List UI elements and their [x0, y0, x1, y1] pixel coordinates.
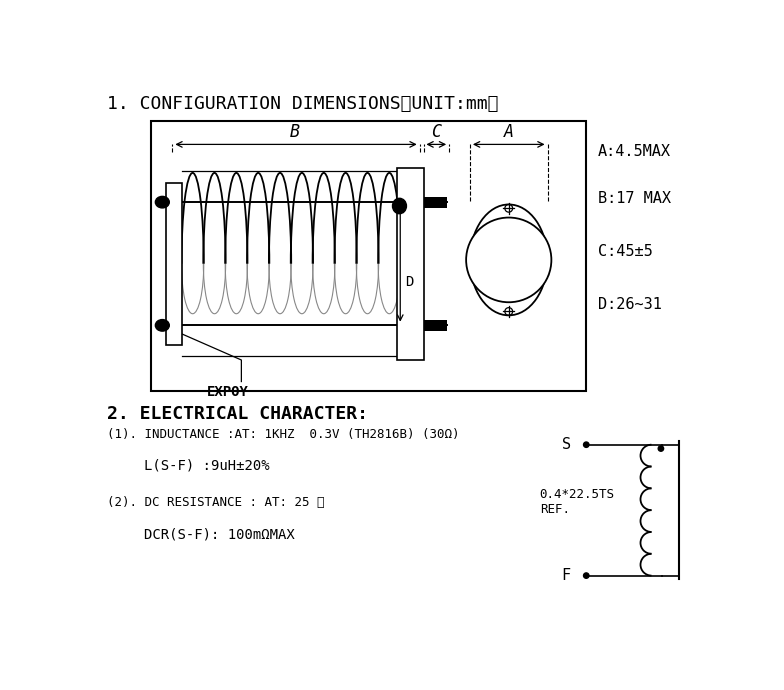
Text: 2. ELECTRICAL CHARACTER:: 2. ELECTRICAL CHARACTER: [107, 404, 368, 423]
Ellipse shape [393, 198, 406, 214]
Bar [166, 183, 182, 344]
Ellipse shape [466, 217, 551, 302]
Text: L(S-F) :9uH±20%: L(S-F) :9uH±20% [144, 459, 270, 473]
Text: (2). DC RESISTANCE : AT: 25 ℃: (2). DC RESISTANCE : AT: 25 ℃ [107, 495, 325, 509]
Text: EXPOY: EXPOY [206, 384, 249, 399]
Text: (1). INDUCTANCE :AT: 1KHZ  0.3V (TH2816B) (30Ω): (1). INDUCTANCE :AT: 1KHZ 0.3V (TH2816B)… [107, 428, 459, 441]
Text: C:45±5: C:45±5 [598, 244, 652, 259]
Text: 0.4*22.5TS
REF.: 0.4*22.5TS REF. [539, 489, 615, 516]
Ellipse shape [583, 573, 589, 578]
Text: D:26~31: D:26~31 [598, 297, 662, 312]
Text: D: D [405, 275, 413, 289]
Ellipse shape [155, 197, 169, 208]
Text: A: A [504, 124, 514, 141]
Bar [423, 197, 447, 208]
Bar [151, 121, 586, 391]
Ellipse shape [470, 204, 547, 315]
Text: S: S [561, 437, 571, 452]
Bar [423, 320, 447, 331]
Text: DCR(S-F): 100mΩMAX: DCR(S-F): 100mΩMAX [144, 528, 296, 542]
Ellipse shape [659, 446, 663, 451]
Text: C: C [431, 124, 441, 141]
Ellipse shape [583, 442, 589, 447]
Text: B:17 MAX: B:17 MAX [598, 190, 671, 206]
Text: F: F [561, 568, 571, 583]
Text: A:4.5MAX: A:4.5MAX [598, 144, 671, 159]
Text: B: B [290, 124, 299, 141]
Ellipse shape [155, 319, 169, 331]
Bar [397, 168, 423, 360]
Text: 1. CONFIGURATION DIMENSIONS（UNIT:mm）: 1. CONFIGURATION DIMENSIONS（UNIT:mm） [107, 95, 499, 113]
